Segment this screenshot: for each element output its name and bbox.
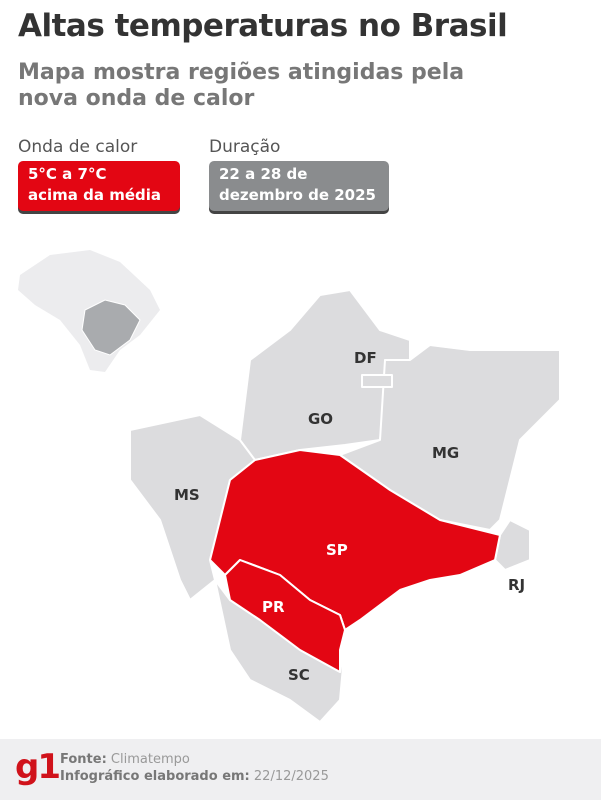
label-sc: SC [288, 666, 310, 684]
page-subtitle: Mapa mostra regiões atingidas pela nova … [18, 60, 465, 111]
affected-pr [224, 559, 346, 673]
heat-label: Onda de calor [18, 137, 138, 157]
label-sp: SP [326, 541, 348, 559]
state-df [361, 374, 393, 388]
label-go: GO [308, 410, 333, 428]
brazil-locator-map [18, 250, 160, 372]
heat-badge: 5°C a 7°C acima da média [18, 161, 180, 211]
duration-label: Duração [209, 137, 281, 157]
page-title: Altas temperaturas no Brasil [18, 8, 508, 44]
g1-logo: g1 [15, 747, 61, 787]
duration-value-1: 22 a 28 de [219, 165, 308, 183]
made-date: 22/12/2025 [253, 769, 329, 784]
state-ms [129, 414, 256, 601]
source-label: Fonte: [60, 752, 107, 767]
label-mg: MG [432, 444, 459, 462]
state-rj [494, 519, 531, 571]
duration-value-2: dezembro de 2025 [219, 186, 376, 204]
footer: g1 Fonte: Climatempo Infográfico elabora… [0, 739, 601, 800]
source: Climatempo [110, 752, 190, 767]
label-rj: RJ [508, 576, 525, 594]
map: DF GO MG MS SP PR RJ SC [18, 250, 561, 723]
heat-value-1: 5°C a 7°C [28, 165, 107, 183]
label-ms: MS [174, 486, 200, 504]
label-df: DF [354, 349, 377, 367]
made-label: Infográfico elaborado em: [60, 769, 250, 784]
duration-badge: 22 a 28 de dezembro de 2025 [209, 161, 389, 211]
heat-value-2: acima da média [28, 186, 162, 204]
label-pr: PR [262, 598, 285, 616]
